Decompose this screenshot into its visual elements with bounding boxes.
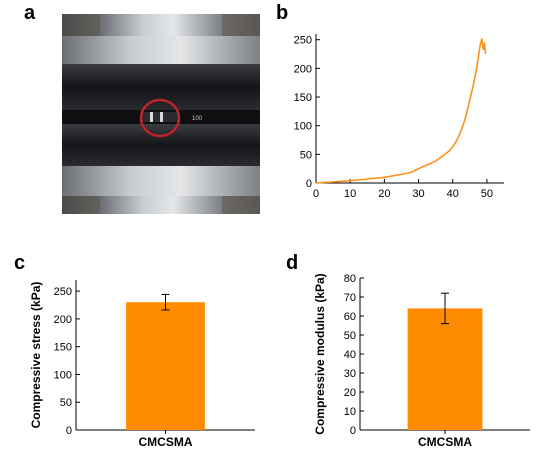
y-tick-label: 50 [300,149,312,161]
y-tick-label: 50 [344,330,356,342]
stress-strain-line [315,38,487,184]
y-tick-label: 200 [294,63,312,75]
y-axis-title: Compressive modulus (kPa) [313,273,327,434]
y-tick-label: 80 [344,273,356,285]
y-tick-label: 150 [54,342,72,354]
y-tick-label: 250 [294,35,312,47]
y-tick-label: 100 [294,121,312,133]
y-tick-label: 70 [344,292,356,304]
panel-label-d: d [286,252,299,274]
panel-label-a: a [24,2,36,24]
lower-rod [100,196,222,214]
panel-label-b: b [276,2,289,24]
y-tick-label: 100 [54,369,72,381]
y-tick-label: 250 [54,286,72,298]
y-axis-title: Compressive stress (kPa) [29,282,43,429]
panel-label-c: c [14,252,26,274]
x-category-label: CMCSMA [139,435,193,449]
y-tick-label: 0 [306,178,312,190]
x-tick-label: 0 [313,188,319,200]
y-tick-label: 60 [344,311,356,323]
lower-plate [62,166,260,196]
x-tick-label: 30 [412,188,424,200]
sample-highlight-circle [139,98,181,138]
y-tick-label: 0 [66,425,72,437]
lower-dark-platen [62,124,260,166]
x-tick-label: 50 [481,188,493,200]
upper-dark-platen [62,64,260,110]
x-tick-label: 10 [344,188,356,200]
compression-test-photo: 100 [62,14,260,214]
y-tick-label: 50 [60,397,72,409]
bar-cmcsma [407,308,483,430]
y-tick-label: 20 [344,387,356,399]
x-tick-label: 20 [378,188,390,200]
x-tick-label: 40 [447,188,459,200]
y-tick-label: 150 [294,92,312,104]
y-tick-label: 200 [54,314,72,326]
upper-plate [62,36,260,64]
y-tick-label: 10 [344,406,356,418]
photo-marker-text: 100 [192,116,203,122]
y-tick-label: 0 [350,425,356,437]
upper-rod [100,14,222,36]
y-tick-label: 40 [344,349,356,361]
bar-cmcsma [126,302,205,430]
x-category-label: CMCSMA [418,435,472,449]
y-tick-label: 30 [344,368,356,380]
